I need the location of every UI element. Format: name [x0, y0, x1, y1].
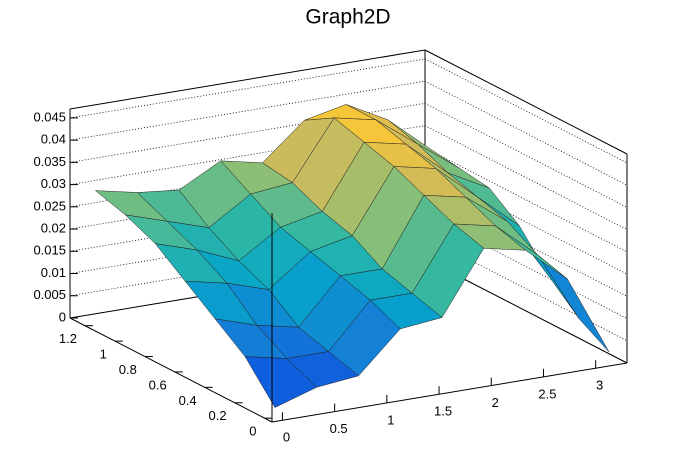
- z-tick-label: 0.04: [41, 132, 66, 147]
- grid-line: [424, 191, 628, 297]
- grid-line: [69, 58, 426, 119]
- grid-line: [424, 214, 628, 319]
- z-tick-label: 0.02: [41, 221, 66, 236]
- chart-title: Graph2D: [305, 6, 390, 29]
- grid-line: [424, 58, 628, 164]
- z-tick-label: 0: [59, 309, 66, 324]
- z-tick-label: 0.025: [33, 198, 66, 213]
- y-tick-label: 0: [249, 424, 256, 439]
- y-tick-label: 0.8: [119, 362, 137, 377]
- x-tick-label: 2.5: [538, 386, 556, 401]
- y-tick-label: 0.2: [209, 408, 227, 423]
- box-edge: [69, 317, 273, 423]
- surface-cell: [495, 225, 568, 280]
- box-edge: [271, 362, 628, 423]
- grid-line: [424, 169, 628, 275]
- z-tick-label: 0.045: [33, 109, 66, 124]
- y-tick-label: 1.2: [59, 331, 77, 346]
- box-edge: [424, 49, 628, 155]
- grid-line: [424, 236, 628, 342]
- grid-line: [424, 147, 628, 253]
- surface-cell: [244, 356, 318, 408]
- grid-line: [424, 125, 628, 230]
- z-tick-label: 0.035: [33, 154, 66, 169]
- x-tick-label: 0: [283, 430, 290, 445]
- grid-line: [424, 258, 628, 364]
- x-tick-label: 0.5: [330, 421, 348, 436]
- z-tick-label: 0.03: [41, 176, 66, 191]
- y-tick-label: 1: [100, 347, 107, 362]
- surface-cell: [537, 254, 610, 353]
- z-tick-label: 0.005: [33, 287, 66, 302]
- grid-line: [424, 80, 628, 186]
- x-tick-label: 2: [492, 395, 499, 410]
- x-tick-label: 1.5: [434, 404, 452, 419]
- grid-line: [424, 103, 628, 208]
- box-edge: [69, 49, 426, 110]
- x-tick-label: 1: [387, 412, 394, 427]
- x-tick-label: 3: [596, 378, 603, 393]
- y-tick-label: 0.4: [179, 393, 197, 408]
- y-tick-label: 0.6: [149, 377, 167, 392]
- z-tick-label: 0.015: [33, 243, 66, 258]
- z-tick-label: 0.01: [41, 265, 66, 280]
